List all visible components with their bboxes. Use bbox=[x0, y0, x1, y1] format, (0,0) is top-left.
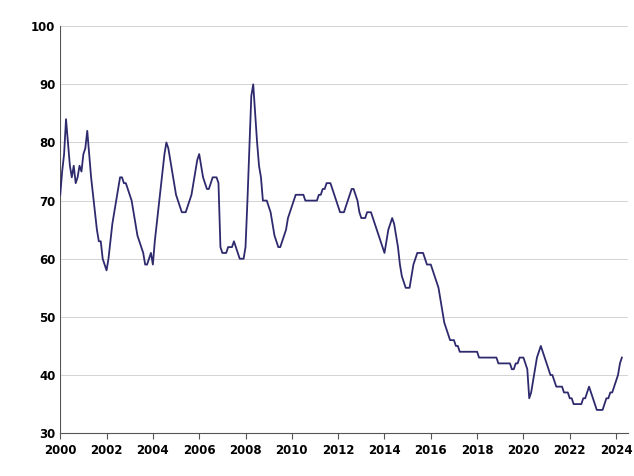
Text: Average Stocks Per Surveyor (Branch): Average Stocks Per Surveyor (Branch) bbox=[171, 10, 488, 25]
Text: Level: Level bbox=[38, 11, 78, 24]
